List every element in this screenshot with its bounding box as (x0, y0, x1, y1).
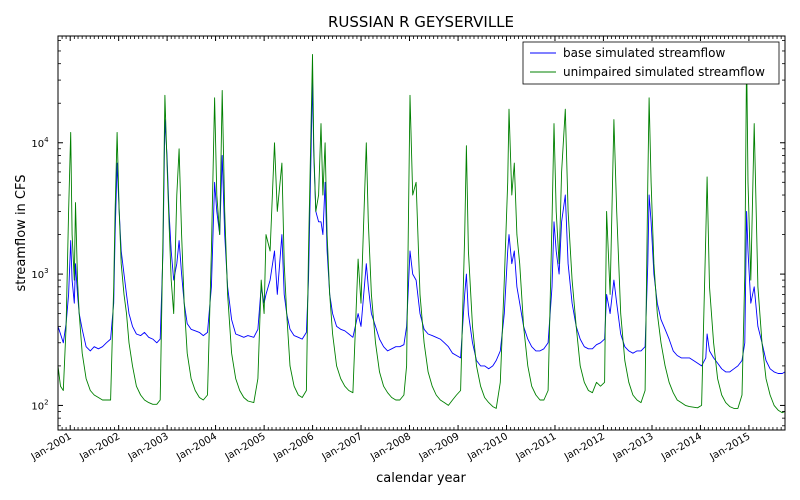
y-tick-label: 102 (31, 398, 48, 412)
y-tick-label: 103 (31, 267, 48, 281)
legend-label-unimpaired: unimpaired simulated streamflow (563, 65, 765, 79)
y-minor-ticks (58, 40, 785, 427)
chart-title: RUSSIAN R GEYSERVILLE (328, 13, 514, 31)
x-axis-label: calendar year (376, 471, 466, 486)
series-layer (58, 52, 785, 414)
legend-box (522, 41, 780, 85)
legend-label-base: base simulated streamflow (563, 46, 725, 60)
y-axis-label: streamflow in CFS (14, 174, 29, 291)
series-line-1 (58, 52, 785, 414)
legend: base simulated streamflow unimpaired sim… (522, 41, 780, 85)
y-tick-label: 104 (31, 136, 49, 150)
y-major-ticks: 102 103 104 (31, 136, 785, 412)
